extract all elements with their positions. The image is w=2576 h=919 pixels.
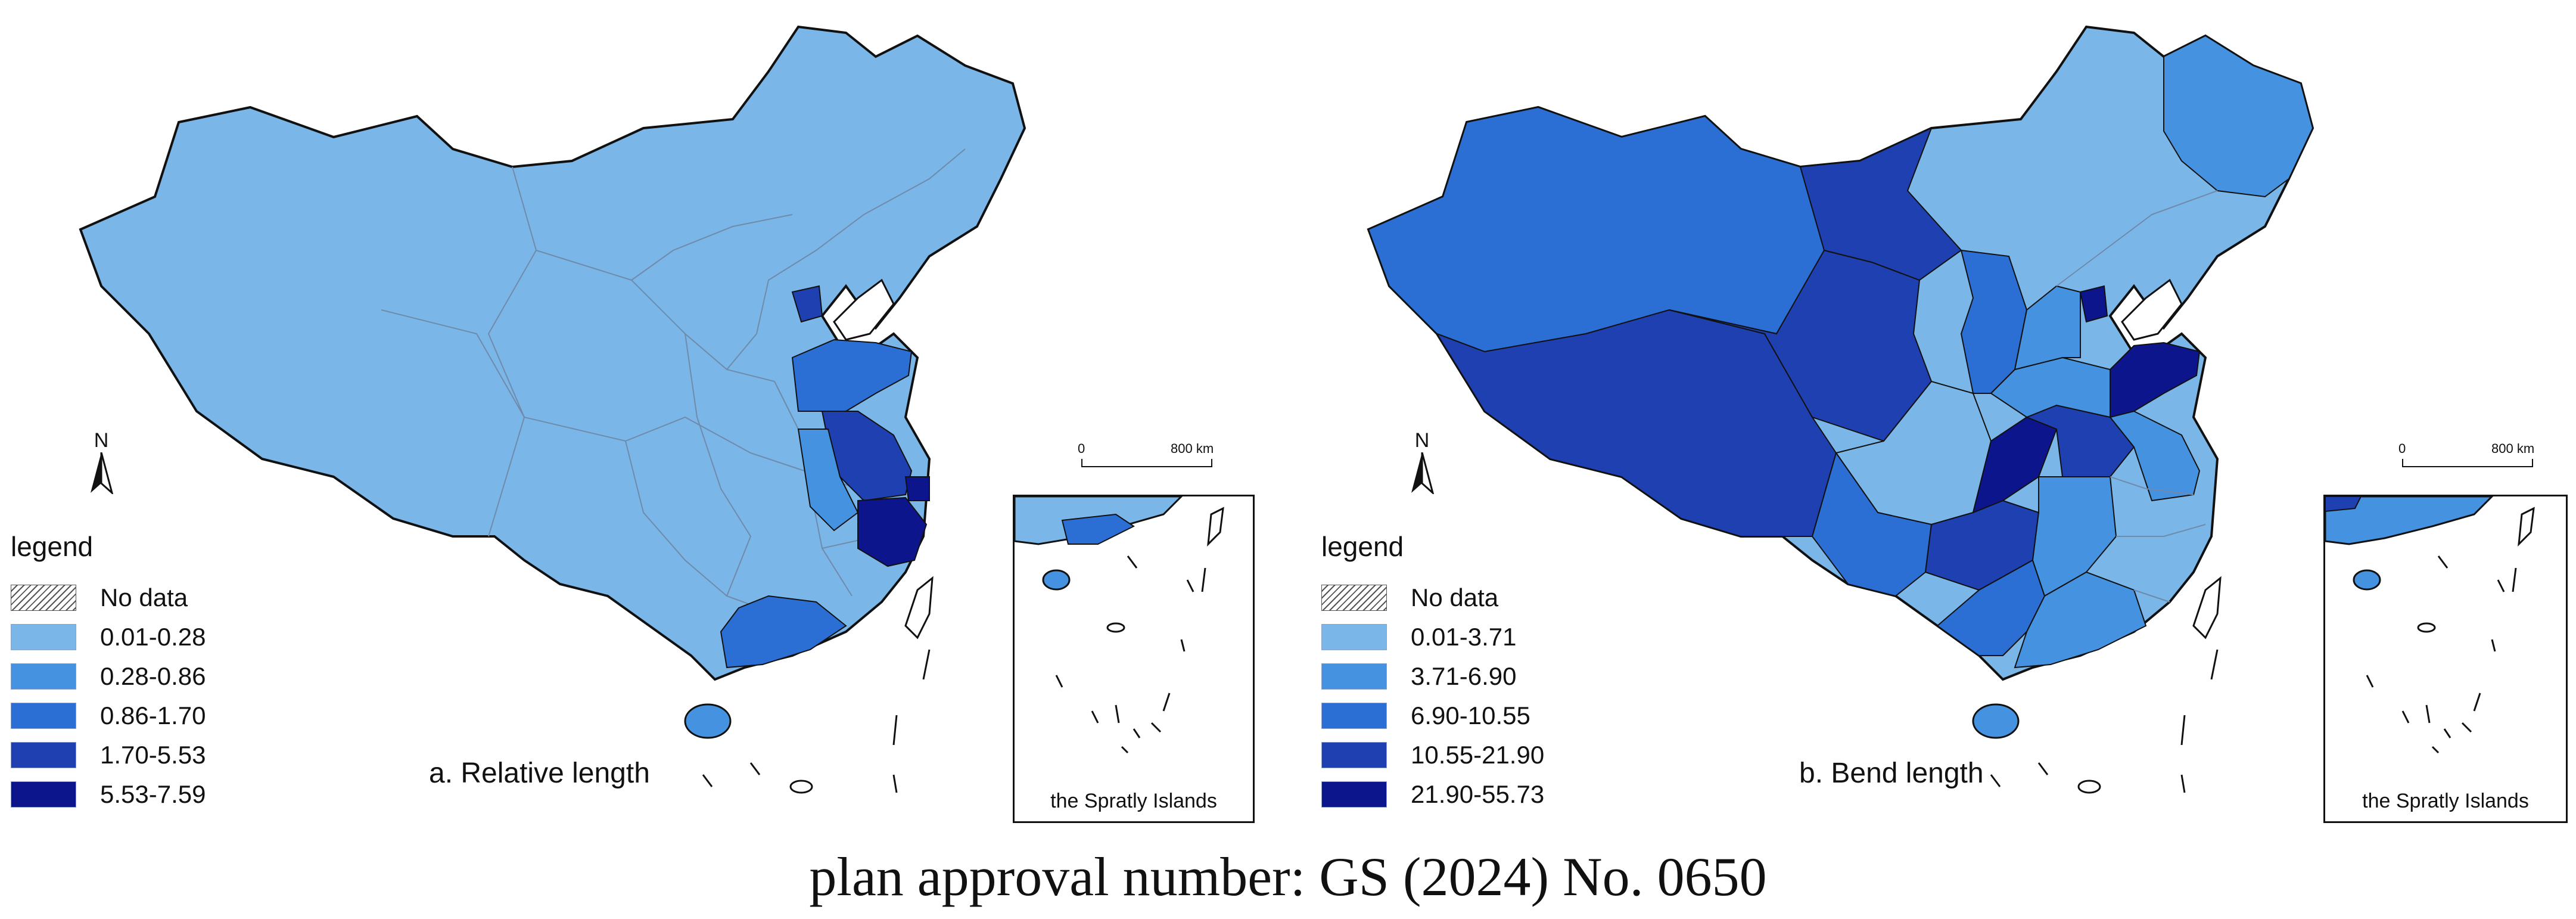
region-tianjin <box>791 285 823 323</box>
legend: legend No data 0.01-3.71 3.71-6.90 6.90-… <box>1321 530 1544 814</box>
legend-label: 0.01-3.71 <box>1411 623 1517 651</box>
bohai-sea <box>2121 278 2183 341</box>
inset-label: the Spratly Islands <box>2362 790 2529 812</box>
panel-bend-length: N legend No data 0.01-3.71 3.71-6.90 6.9… <box>1288 0 2576 834</box>
legend-swatch <box>1321 742 1387 768</box>
legend-swatch <box>1321 624 1387 650</box>
sea-islands <box>702 649 931 794</box>
legend-swatch <box>1321 781 1387 808</box>
region-hainan <box>684 703 732 739</box>
sea-islands <box>1990 649 2219 794</box>
legend-title: legend <box>1321 531 1404 562</box>
region-hainan <box>1972 703 2020 739</box>
region-guangdong <box>2014 571 2147 669</box>
region-shandong <box>791 339 913 412</box>
inset-label: the Spratly Islands <box>1050 790 1217 812</box>
legend-label: 0.01-0.28 <box>100 623 206 651</box>
legend-label: 1.70-5.53 <box>100 741 206 769</box>
scale-end: 800 km <box>2491 441 2535 456</box>
inset-spratly: the Spratly Islands <box>2323 495 2568 823</box>
region-shanghai <box>904 476 930 501</box>
region-tianjin <box>2079 285 2108 323</box>
legend-label: 3.71-6.90 <box>1411 662 1517 690</box>
legend-row: 3.71-6.90 <box>1321 657 1544 696</box>
legend-label: 0.86-1.70 <box>100 701 206 729</box>
china-map-relative-length <box>79 25 1026 794</box>
north-arrow: N <box>1404 429 1440 497</box>
legend-row: 0.86-1.70 <box>11 696 206 735</box>
legend-title: legend <box>11 531 94 562</box>
legend-row-nodata: No data <box>1321 578 1544 617</box>
legend-swatch <box>11 742 76 768</box>
bohai-sea <box>833 278 895 341</box>
map-caption: b. Bend length <box>1799 757 1984 789</box>
region-taiwan <box>904 576 934 639</box>
region-shandong <box>2110 341 2201 418</box>
north-arrow-icon <box>91 452 114 496</box>
legend-swatch <box>1321 703 1387 729</box>
legend-swatch <box>11 663 76 690</box>
legend-row: 5.53-7.59 <box>11 775 206 814</box>
scale-bar-line <box>1081 459 1212 467</box>
panel-relative-length: N legend No data 0.01-0.28 0.28-0.86 0.8… <box>0 0 1288 834</box>
legend-row: 21.90-55.73 <box>1321 775 1544 814</box>
legend-label: 0.28-0.86 <box>100 662 206 690</box>
region-jiangsu <box>2109 410 2201 502</box>
north-label: N <box>94 429 109 452</box>
legend-swatch <box>11 781 76 808</box>
legend-row: 0.28-0.86 <box>11 657 206 696</box>
legend-label: 10.55-21.90 <box>1411 741 1545 769</box>
region-guangdong <box>720 595 847 669</box>
legend-label: 5.53-7.59 <box>100 780 206 808</box>
legend-label: No data <box>1411 583 1499 611</box>
region-xinjiang <box>1367 106 1825 353</box>
legend-row-nodata: No data <box>11 578 206 617</box>
inset-map <box>2325 496 2535 754</box>
region-henan <box>1990 356 2111 418</box>
region-zhejiang <box>857 496 928 567</box>
north-arrow-icon <box>1411 452 1435 496</box>
china-map-bend-length <box>1367 25 2314 794</box>
legend-swatch <box>11 703 76 729</box>
inset-map <box>1015 496 1224 754</box>
legend-row: 0.01-0.28 <box>11 617 206 657</box>
region-heilongjiang <box>2163 35 2314 198</box>
legend-label: 21.90-55.73 <box>1411 780 1545 808</box>
scale-bar-line <box>2402 459 2533 467</box>
legend-row: 10.55-21.90 <box>1321 735 1544 775</box>
legend-row: 1.70-5.53 <box>11 735 206 775</box>
legend-label: 6.90-10.55 <box>1411 701 1530 729</box>
legend-swatch-hatch <box>1321 585 1387 611</box>
legend-swatch-hatch <box>11 585 76 611</box>
legend: legend No data 0.01-0.28 0.28-0.86 0.86-… <box>11 530 206 814</box>
legend-swatch <box>11 624 76 650</box>
legend-row: 6.90-10.55 <box>1321 696 1544 735</box>
scale-end: 800 km <box>1171 441 1214 456</box>
scale-start: 0 <box>1078 441 1085 456</box>
legend-label: No data <box>100 583 188 611</box>
scale-start: 0 <box>2398 441 2406 456</box>
north-arrow: N <box>83 429 119 497</box>
legend-swatch <box>1321 663 1387 690</box>
legend-row: 0.01-3.71 <box>1321 617 1544 657</box>
plan-approval-number: plan approval number: GS (2024) No. 0650 <box>809 846 1767 907</box>
north-label: N <box>1414 429 1430 452</box>
inset-spratly: the Spratly Islands <box>1013 495 1255 823</box>
province-boundaries <box>2056 190 2218 603</box>
region-qinghai <box>1669 249 1933 442</box>
map-caption: a. Relative length <box>429 757 650 789</box>
region-taiwan <box>2192 576 2222 639</box>
